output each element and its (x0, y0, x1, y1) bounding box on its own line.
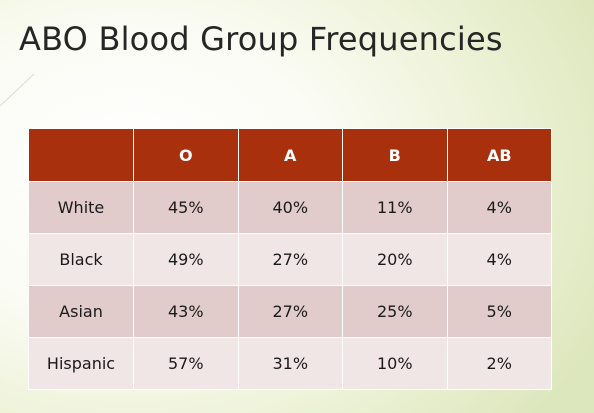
decorative-line (0, 73, 35, 107)
table-cell: 57% (133, 337, 239, 390)
frequency-table: O A B AB White 45% 40% 11% 4% Black 49% … (28, 128, 552, 390)
table-cell: 25% (342, 285, 448, 338)
table-cell: 40% (237, 181, 343, 234)
table-cell: 27% (237, 233, 343, 286)
table-row: Black 49% 27% 20% 4% (28, 233, 552, 286)
header-cell-b: B (342, 128, 448, 182)
header-cell-a: A (237, 128, 343, 182)
table-cell: 27% (237, 285, 343, 338)
row-label: White (28, 181, 134, 234)
frequency-table-container: O A B AB White 45% 40% 11% 4% Black 49% … (28, 128, 552, 390)
table-cell: 4% (446, 233, 552, 286)
row-label: Black (28, 233, 134, 286)
table-cell: 49% (133, 233, 239, 286)
row-label: Asian (28, 285, 134, 338)
table-cell: 31% (237, 337, 343, 390)
header-cell-group (28, 128, 134, 182)
table-header-row: O A B AB (28, 128, 552, 182)
header-cell-o: O (133, 128, 239, 182)
row-label: Hispanic (28, 337, 134, 390)
table-cell: 45% (133, 181, 239, 234)
slide-title: ABO Blood Group Frequencies (19, 20, 503, 58)
table-row: White 45% 40% 11% 4% (28, 181, 552, 234)
table-cell: 11% (342, 181, 448, 234)
table-cell: 4% (446, 181, 552, 234)
table-cell: 10% (342, 337, 448, 390)
header-cell-ab: AB (446, 128, 552, 182)
table-cell: 43% (133, 285, 239, 338)
table-cell: 5% (446, 285, 552, 338)
table-cell: 2% (446, 337, 552, 390)
table-row: Hispanic 57% 31% 10% 2% (28, 337, 552, 390)
table-row: Asian 43% 27% 25% 5% (28, 285, 552, 338)
table-cell: 20% (342, 233, 448, 286)
